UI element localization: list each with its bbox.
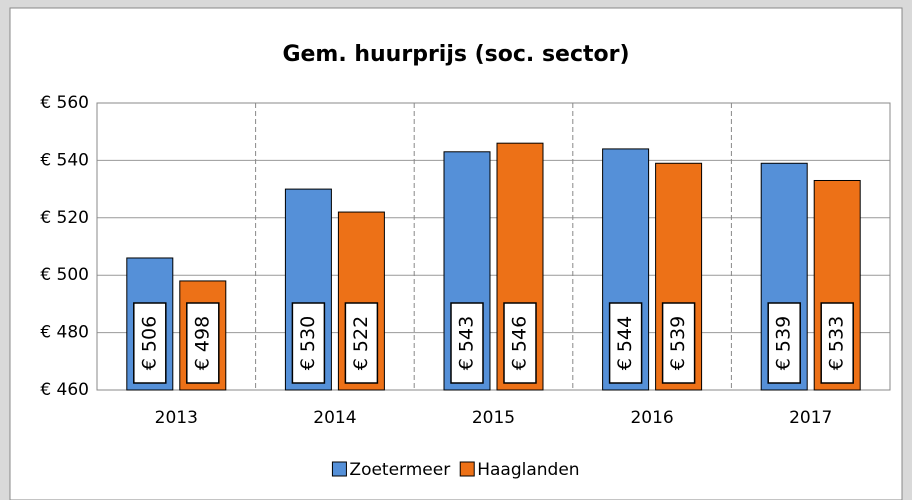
x-tick-label: 2015 [472,408,515,428]
x-tick-label: 2017 [789,408,832,428]
chart-title: Gem. huurprijs (soc. sector) [282,42,629,67]
value-label: € 539 [773,316,795,370]
plot-border [96,102,891,391]
y-tick-label: € 540 [40,150,89,170]
legend-label: Zoetermeer [349,460,450,480]
y-tick-label: € 500 [40,265,89,285]
x-tick-label: 2013 [155,408,198,428]
value-label-box [767,302,801,384]
value-label-box [291,302,326,384]
legend-swatch [459,461,475,477]
legend-swatch [331,461,347,477]
value-label-box [503,302,537,384]
value-label-box [661,302,696,384]
value-label-box [133,302,167,384]
value-label-box [186,302,220,384]
value-label: € 530 [297,316,319,370]
x-tick-label: 2016 [630,408,673,428]
value-label-box [450,302,484,384]
y-tick-label: € 560 [40,93,89,113]
value-label: € 546 [508,316,530,370]
y-tick-label: € 520 [40,208,89,228]
value-label: € 498 [191,316,213,370]
y-tick-label: € 460 [40,380,89,400]
value-label: € 506 [138,316,160,370]
value-label: € 544 [614,316,636,370]
value-label: € 543 [456,316,478,370]
x-tick-label: 2014 [313,408,356,428]
value-label: € 533 [826,316,848,370]
legend: Zoetermeer Haaglanden [331,460,580,480]
y-tick-label: € 480 [40,323,89,343]
value-label-box [608,302,643,384]
value-label-box [820,302,854,384]
value-label-box [344,302,379,384]
value-label: € 522 [350,316,372,370]
value-label: € 539 [667,316,689,370]
legend-label: Haaglanden [477,460,579,480]
